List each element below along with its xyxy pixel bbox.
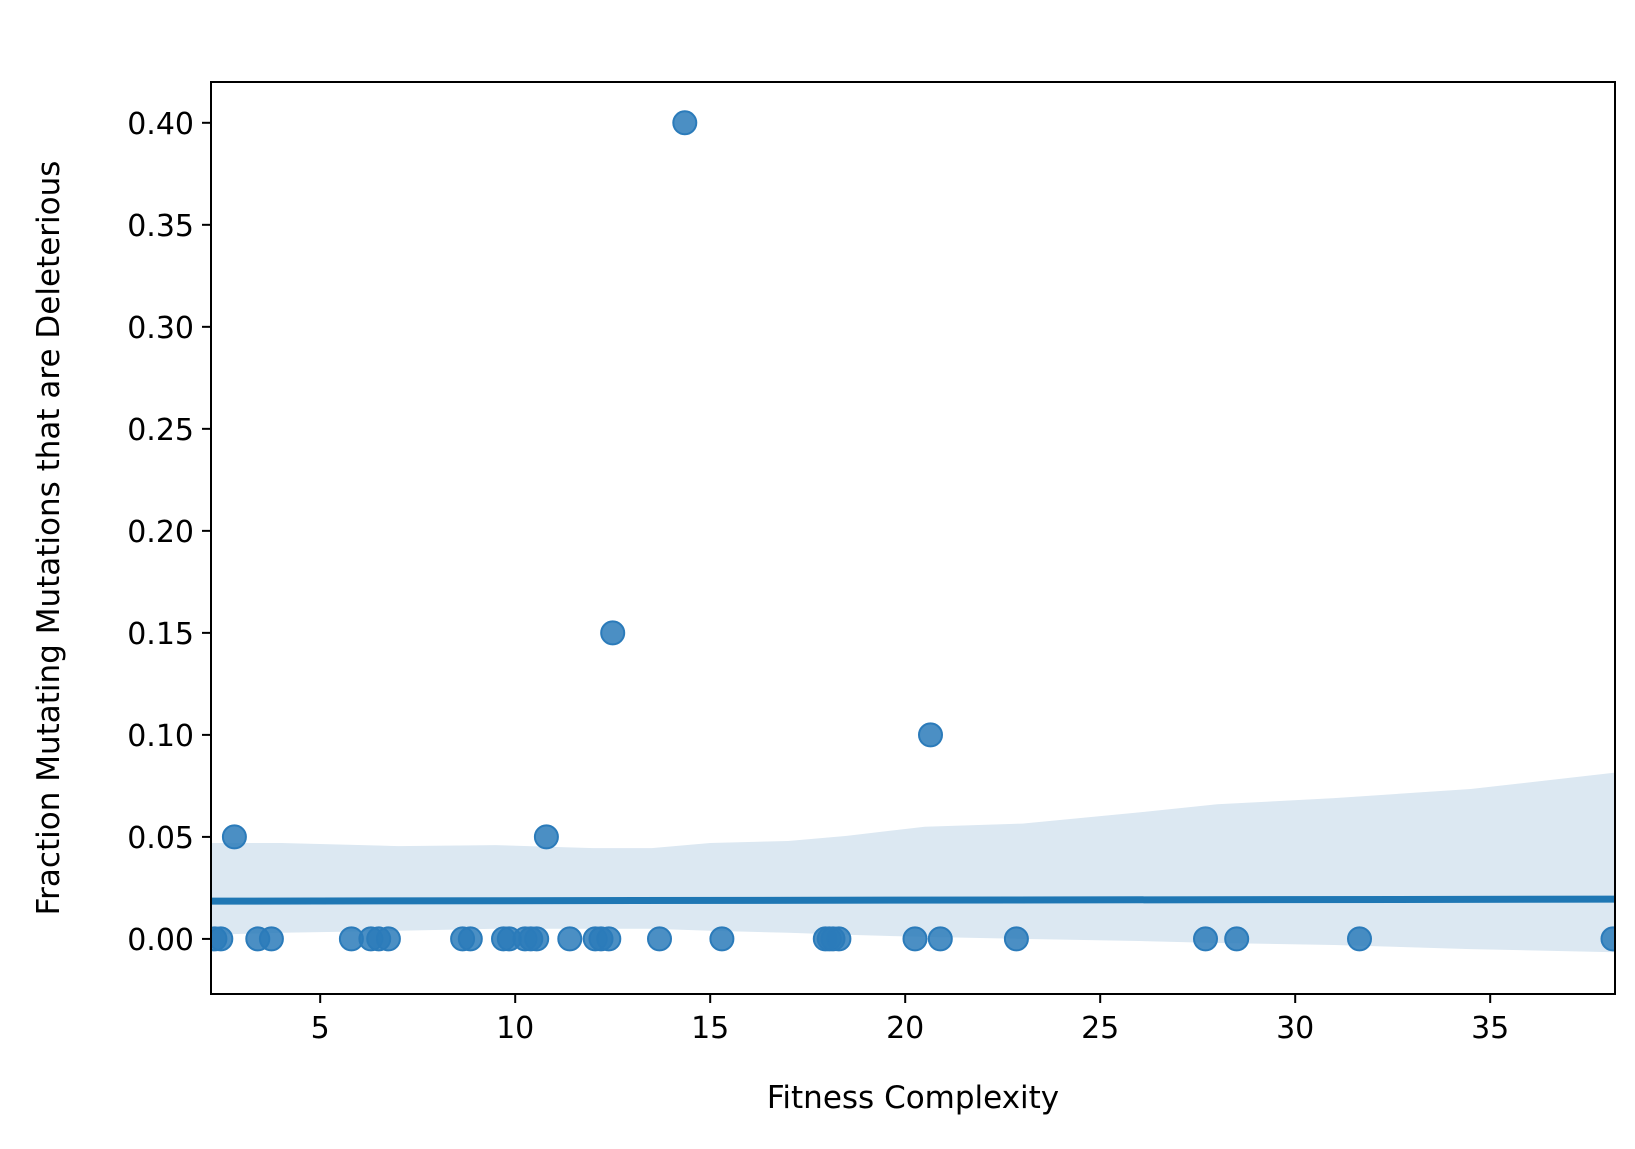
y-tick-label: 0.20 [127, 515, 194, 550]
x-tick-label: 35 [1471, 1011, 1509, 1046]
data-point [826, 926, 852, 952]
data-point [375, 926, 401, 952]
data-point [600, 620, 626, 646]
data-point [557, 926, 583, 952]
y-tick-label: 0.15 [127, 617, 194, 652]
x-tick-label: 15 [691, 1011, 729, 1046]
data-point [647, 926, 672, 952]
regression-line [211, 895, 1615, 905]
data-point [902, 926, 928, 952]
plot-area [211, 110, 1615, 953]
data-point [533, 824, 559, 850]
x-tick-label: 20 [886, 1011, 924, 1046]
x-axis: 5 10 15 20 25 30 35 [311, 994, 1509, 1046]
x-tick-label: 10 [496, 1011, 534, 1046]
data-point [918, 722, 943, 748]
data-point [1193, 926, 1218, 952]
data-point [524, 926, 550, 952]
data-point [211, 926, 234, 952]
data-points [211, 110, 1615, 952]
data-point [672, 110, 698, 136]
data-point [221, 824, 247, 850]
data-point [1224, 926, 1250, 952]
plot-frame [210, 81, 1616, 995]
data-point [596, 926, 622, 952]
data-point [1600, 926, 1615, 952]
y-tick-label: 0.05 [127, 821, 194, 856]
data-point [1003, 926, 1029, 952]
x-tick-label: 25 [1081, 1011, 1119, 1046]
data-point [258, 926, 284, 952]
y-tick-label: 0.00 [127, 923, 194, 958]
x-axis-label: Fitness Complexity [767, 1080, 1059, 1116]
y-tick-label: 0.30 [127, 311, 194, 346]
data-point [457, 926, 483, 952]
confidence-band [211, 772, 1615, 953]
data-point [709, 926, 735, 952]
data-point [927, 926, 953, 952]
y-axis: 0.00 0.05 0.10 0.15 0.20 0.25 0.30 0.35 0.40 [127, 107, 211, 958]
data-point [1347, 926, 1372, 952]
y-tick-label: 0.25 [127, 413, 194, 448]
y-tick-label: 0.10 [127, 719, 194, 754]
x-tick-label: 30 [1276, 1011, 1314, 1046]
y-tick-label: 0.40 [127, 107, 194, 142]
x-tick-label: 5 [311, 1011, 330, 1046]
y-tick-label: 0.35 [127, 209, 194, 244]
y-axis-label: Fraction Mutating Mutations that are Del… [31, 161, 67, 916]
